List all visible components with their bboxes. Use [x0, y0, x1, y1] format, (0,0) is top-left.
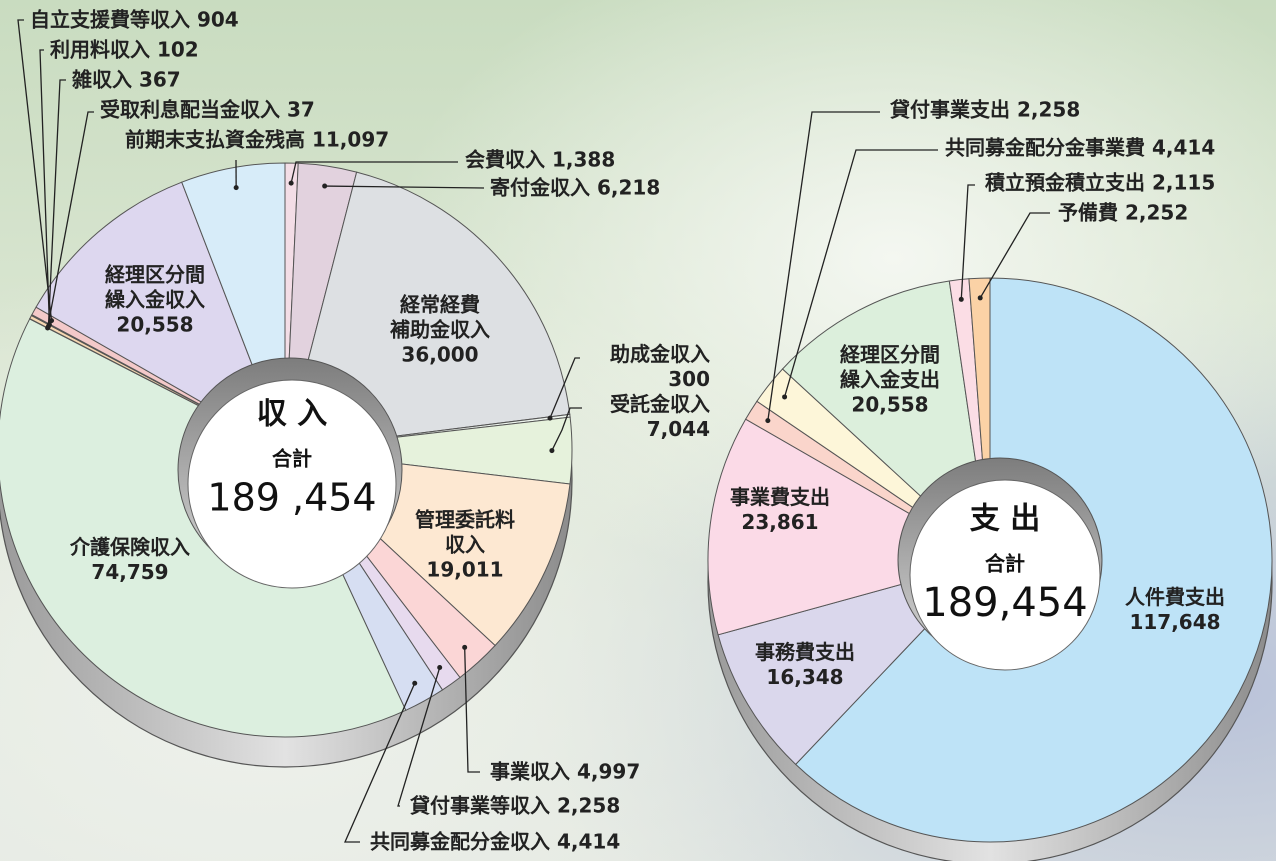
slice-name: 貸付事業等収入 [410, 794, 550, 818]
slice-name: 寄付金収入 [490, 176, 590, 200]
page: 収 入合計189 ,454支 出合計189,454 会費収入 1,388寄付金収… [0, 0, 1276, 861]
slice-value: 4,414 [557, 830, 620, 854]
leader-dot [437, 665, 442, 670]
slice-name: 利用料収入 [50, 38, 150, 62]
leader-dot [765, 418, 770, 423]
slice-value: 11,097 [312, 128, 389, 152]
slice-value: 37 [287, 98, 315, 122]
slice-name: 共同募金配分金事業費 [945, 136, 1145, 160]
center-total: 189,454 [922, 580, 1087, 626]
slice-value: 904 [197, 8, 239, 32]
slice-value: 1,388 [552, 148, 615, 172]
slice-value: 2,252 [1125, 201, 1188, 225]
slice-value: 19,011 [426, 558, 503, 582]
slice-value: 23,861 [741, 510, 818, 534]
leader-dot [49, 318, 54, 323]
slice-name: 自立支援費等収入 [30, 8, 190, 32]
leader-dot [234, 185, 239, 190]
slice-value: 74,759 [91, 560, 168, 584]
leader-line [18, 20, 52, 321]
slice-name: 共同募金配分金収入 [370, 830, 550, 854]
slice-value: 117,648 [1129, 610, 1220, 634]
slice-name: 事務費支出 [755, 640, 855, 664]
leader-dot [549, 448, 554, 453]
slice-value: 4,997 [577, 760, 640, 784]
center-label: 合計 [272, 447, 312, 471]
slice-name: 管理委託料 収入 [415, 508, 515, 557]
slice-label: 共同募金配分金収入 4,414 [370, 830, 620, 855]
slice-name: 助成金収入 [610, 342, 710, 366]
slice-value: 20,558 [116, 313, 193, 337]
slice-value: 2,115 [1152, 171, 1215, 195]
slice-name: 貸付事業支出 [890, 98, 1010, 122]
slice-value: 36,000 [401, 343, 478, 367]
leader-dot [959, 297, 964, 302]
slice-label: 前期末支払資金残高 11,097 [125, 128, 389, 153]
slice-name: 前期末支払資金残高 [125, 128, 305, 152]
slice-label: 予備費 2,252 [1058, 201, 1188, 226]
slice-name: 人件費支出 [1125, 585, 1225, 609]
slice-value: 2,258 [557, 794, 620, 818]
slice-name: 経常経費 補助金収入 [390, 293, 490, 342]
leader-dot [322, 184, 327, 189]
slice-label: 貸付事業支出 2,258 [890, 98, 1080, 123]
slice-name: 事業収入 [490, 760, 570, 784]
slice-name: 雑収入 [72, 68, 132, 92]
slice-label: 共同募金配分金事業費 4,414 [945, 136, 1215, 161]
slice-name: 経理区分間 繰入金収入 [105, 263, 205, 312]
slice-name: 受取利息配当金収入 [100, 98, 280, 122]
slice-value: 4,414 [1152, 136, 1215, 160]
leader-dot [289, 181, 294, 186]
slice-value: 7,044 [647, 417, 710, 441]
leader-dot [412, 681, 417, 686]
leader-dot [782, 394, 787, 399]
slice-name: 予備費 [1058, 201, 1118, 225]
slice-label: 寄付金収入 6,218 [490, 176, 660, 201]
center-title: 支 出 [970, 502, 1040, 537]
center-total: 189 ,454 [207, 476, 376, 520]
slice-name: 積立預金積立支出 [985, 171, 1145, 195]
slice-name: 会費収入 [465, 148, 545, 172]
slice-label: 受取利息配当金収入 37 [100, 98, 315, 123]
leader-dot [548, 416, 553, 421]
slice-value: 300 [668, 367, 710, 391]
slice-label: 自立支援費等収入 904 [30, 8, 239, 33]
center-label: 合計 [985, 552, 1025, 576]
slice-name: 経理区分間 繰入金支出 [840, 343, 940, 392]
slice-name: 介護保険収入 [70, 535, 190, 559]
slice-label: 会費収入 1,388 [465, 148, 615, 173]
slice-label: 利用料収入 102 [50, 38, 199, 63]
leader-dot [462, 645, 467, 650]
slice-value: 6,218 [597, 176, 660, 200]
slice-label: 事業収入 4,997 [490, 760, 640, 785]
slice-value: 16,348 [766, 665, 843, 689]
slice-value: 2,258 [1017, 98, 1080, 122]
slice-label: 積立預金積立支出 2,115 [985, 171, 1215, 196]
center-title: 収 入 [257, 397, 327, 432]
slice-name: 事業費支出 [730, 485, 830, 509]
leader-dot [978, 295, 983, 300]
slice-label: 雑収入 367 [72, 68, 181, 93]
slice-value: 367 [139, 68, 181, 92]
slice-name: 受託金収入 [610, 392, 710, 416]
slice-value: 102 [157, 38, 199, 62]
slice-value: 20,558 [851, 393, 928, 417]
slice-label: 貸付事業等収入 2,258 [410, 794, 620, 819]
